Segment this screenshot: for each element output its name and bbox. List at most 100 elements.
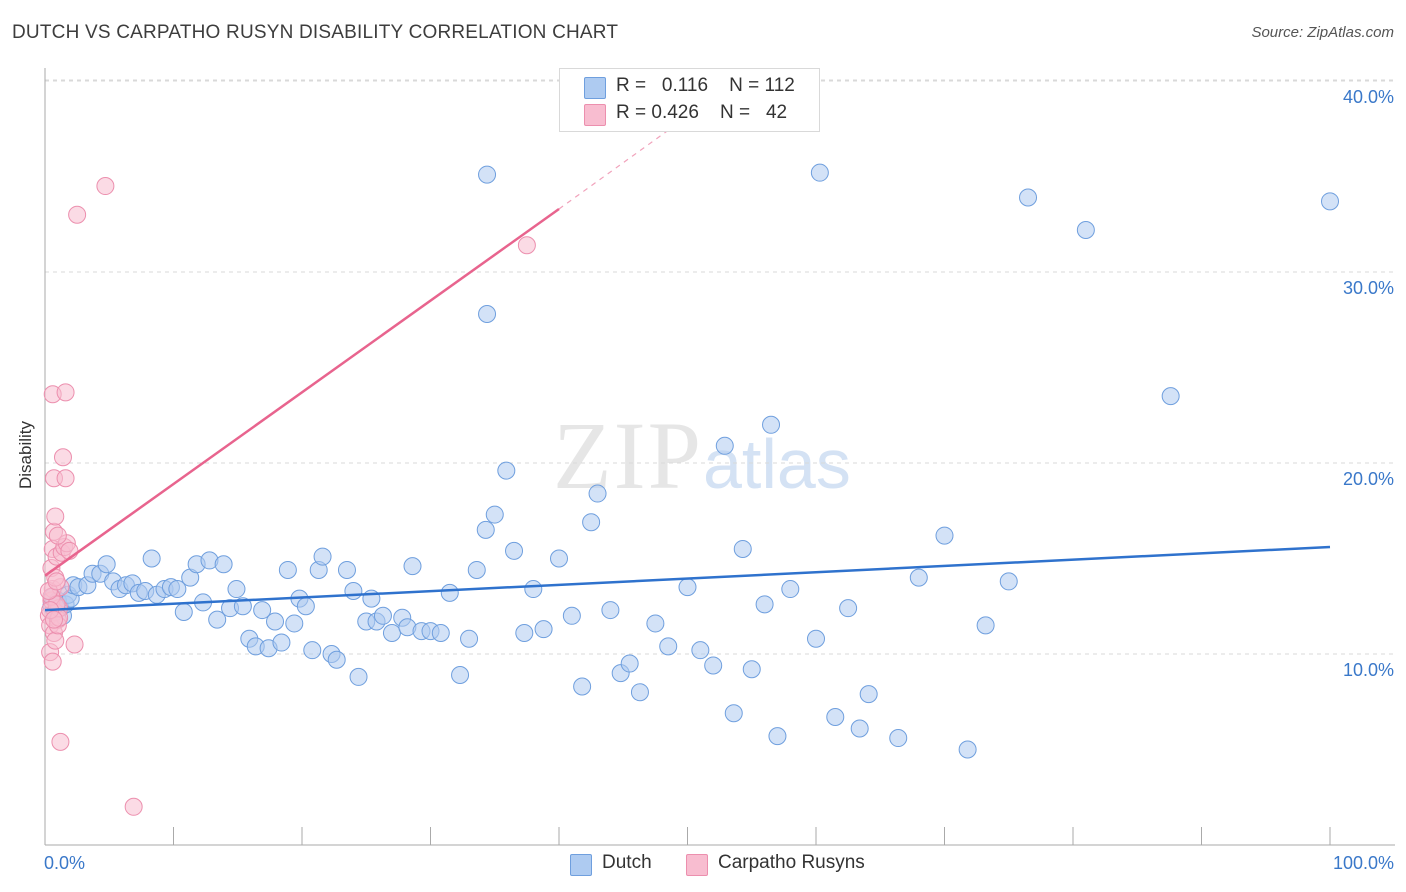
dutch-point xyxy=(467,560,486,579)
dutch-point xyxy=(476,520,495,539)
y-tick-label-40: 40.0% xyxy=(1342,87,1394,107)
dutch-point xyxy=(485,505,504,524)
dutch-point xyxy=(272,633,291,652)
dutch-point xyxy=(97,555,116,574)
dutch-stats: R = 0.116 N = 112 xyxy=(616,75,795,96)
dutch-point xyxy=(142,549,161,568)
dutch-point xyxy=(478,165,497,184)
dutch-point xyxy=(573,677,592,696)
dutch-point xyxy=(266,612,285,631)
series-legend: Dutch Carpatho Rusyns xyxy=(0,852,1406,878)
watermark-zip: ZIP xyxy=(553,402,703,509)
dutch-point xyxy=(327,650,346,669)
dutch-point xyxy=(976,616,995,635)
rusyn-point xyxy=(56,469,75,488)
dutch-point xyxy=(733,539,752,558)
rusyn-point xyxy=(51,732,70,751)
dutch-point xyxy=(478,305,497,324)
dutch-legend-label: Dutch xyxy=(602,852,652,873)
dutch-point xyxy=(505,541,524,560)
rusyn-point xyxy=(43,652,62,671)
dutch-point xyxy=(807,629,825,648)
rusyn-point xyxy=(46,631,65,650)
y-tick-label-30: 30.0% xyxy=(1342,278,1394,298)
dutch-point xyxy=(678,578,697,597)
dutch-point xyxy=(768,727,787,746)
dutch-point xyxy=(935,526,954,545)
dutch-point xyxy=(562,606,581,625)
source-label: Source: ZipAtlas.com xyxy=(1251,24,1394,41)
dutch-point xyxy=(524,580,543,599)
dutch-point xyxy=(431,623,450,642)
rusyn-point xyxy=(68,205,87,224)
rusyn-point xyxy=(46,507,65,526)
dutch-point xyxy=(826,708,845,727)
dutch-point xyxy=(451,666,470,685)
dutch-point xyxy=(810,163,829,182)
dutch-point xyxy=(253,601,272,620)
dutch-point xyxy=(909,568,928,587)
y-tick-label-20: 20.0% xyxy=(1342,469,1394,489)
dutch-swatch xyxy=(584,77,606,99)
rusyn-point xyxy=(96,177,115,196)
dutch-point xyxy=(889,729,908,748)
dutch-point xyxy=(601,601,620,620)
dutch-point xyxy=(588,484,607,503)
dutch-point xyxy=(313,547,332,566)
dutch-point xyxy=(373,606,392,625)
y-axis-label: Disability xyxy=(16,420,35,490)
dutch-point xyxy=(1321,192,1339,211)
dutch-point xyxy=(208,610,227,629)
dutch-point xyxy=(515,623,534,642)
dutch-point xyxy=(278,560,297,579)
rusyn-point xyxy=(53,448,72,467)
dutch-point xyxy=(724,704,743,723)
dutch-point xyxy=(691,641,710,660)
x-tick-label-max: 100.0% xyxy=(1332,853,1394,873)
dutch-point xyxy=(227,580,246,599)
dutch-point xyxy=(303,641,322,660)
stats-legend: R = 0.116 N = 112 R = 0.426 N = 42 xyxy=(559,68,820,132)
x-tick-label-min: 0.0% xyxy=(44,853,86,873)
dutch-point xyxy=(296,597,315,616)
dutch-point xyxy=(337,560,356,579)
dutch-point xyxy=(630,683,649,702)
y-tick-label-10: 10.0% xyxy=(1342,660,1394,680)
dutch-point xyxy=(850,719,869,738)
rusyn-swatch xyxy=(584,104,606,126)
rusyn-point xyxy=(65,635,84,654)
dutch-point xyxy=(460,629,479,648)
dutch-point xyxy=(762,415,781,434)
dutch-point xyxy=(781,580,800,599)
dutch-point xyxy=(1161,387,1180,406)
dutch-point xyxy=(646,614,665,633)
dutch-point xyxy=(999,572,1018,591)
dutch-point xyxy=(704,656,723,675)
dutch-point xyxy=(382,623,401,642)
dutch-point xyxy=(168,580,187,599)
rusyn-legend-swatch xyxy=(686,854,708,876)
dutch-point xyxy=(582,513,601,532)
dutch-point xyxy=(349,667,368,686)
dutch-point xyxy=(174,602,193,621)
dutch-point xyxy=(715,436,734,455)
dutch-point xyxy=(755,595,774,614)
dutch-point xyxy=(1019,188,1038,207)
dutch-point xyxy=(620,654,639,673)
dutch-point xyxy=(285,614,304,633)
dutch-point xyxy=(534,620,553,639)
dutch-point xyxy=(344,581,363,600)
rusyn-point xyxy=(47,572,66,591)
dutch-point xyxy=(1076,220,1095,239)
dutch-point xyxy=(550,549,568,568)
dutch-point xyxy=(659,637,678,656)
dutch-point xyxy=(497,461,516,480)
dutch-point xyxy=(742,660,761,679)
dutch-point xyxy=(958,740,977,759)
dutch-trend-line xyxy=(44,545,1331,612)
rusyn-point xyxy=(517,236,536,255)
rusyn-point xyxy=(48,526,67,545)
rusyn-stats: R = 0.426 N = 42 xyxy=(616,102,788,123)
dutch-point xyxy=(859,685,878,704)
dutch-point xyxy=(233,597,252,616)
